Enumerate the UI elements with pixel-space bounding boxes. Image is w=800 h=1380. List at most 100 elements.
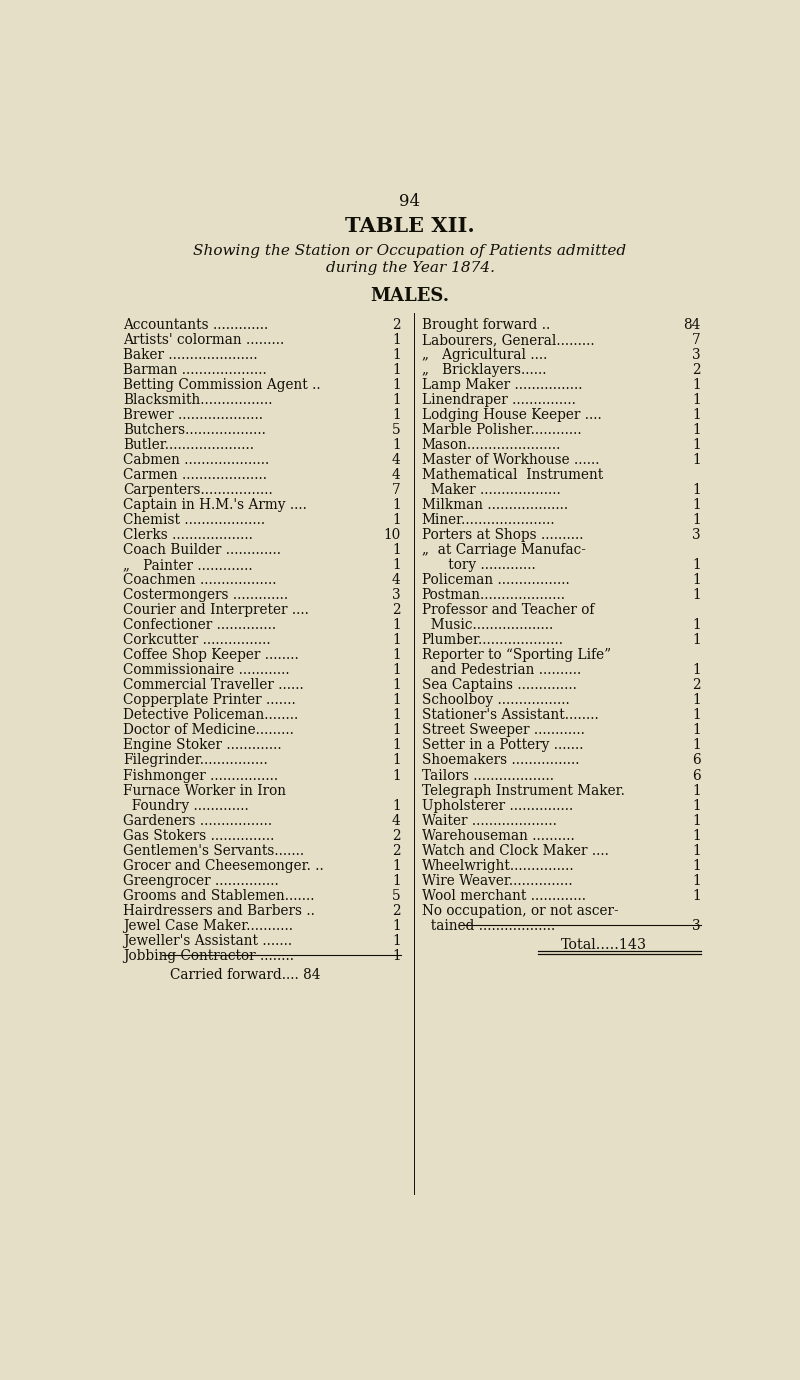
Text: Grocer and Cheesemonger. ..: Grocer and Cheesemonger. .. [123, 858, 324, 872]
Text: Gas Stokers ...............: Gas Stokers ............... [123, 828, 274, 843]
Text: 1: 1 [392, 799, 401, 813]
Text: 1: 1 [692, 708, 701, 723]
Text: 1: 1 [692, 378, 701, 392]
Text: 2: 2 [392, 843, 401, 857]
Text: 2: 2 [392, 904, 401, 918]
Text: 1: 1 [692, 693, 701, 708]
Text: Lodging House Keeper ....: Lodging House Keeper .... [422, 408, 602, 422]
Text: 1: 1 [692, 424, 701, 437]
Text: Schoolboy .................: Schoolboy ................. [422, 693, 570, 708]
Text: Captain in H.M.'s Army ....: Captain in H.M.'s Army .... [123, 498, 307, 512]
Text: 1: 1 [692, 393, 701, 407]
Text: 1: 1 [692, 513, 701, 527]
Text: Miner......................: Miner...................... [422, 513, 555, 527]
Text: Wheelwright...............: Wheelwright............... [422, 858, 574, 872]
Text: Copperplate Printer .......: Copperplate Printer ....... [123, 693, 296, 708]
Text: Doctor of Medicine.........: Doctor of Medicine......... [123, 723, 294, 737]
Text: 1: 1 [692, 618, 701, 632]
Text: Maker ...................: Maker ................... [422, 483, 560, 497]
Text: 1: 1 [392, 559, 401, 573]
Text: 1: 1 [692, 874, 701, 887]
Text: 1: 1 [392, 858, 401, 872]
Text: „   Painter .............: „ Painter ............. [123, 559, 253, 573]
Text: during the Year 1874.: during the Year 1874. [326, 261, 494, 275]
Text: 4: 4 [392, 814, 401, 828]
Text: Blacksmith.................: Blacksmith................. [123, 393, 273, 407]
Text: Linendraper ...............: Linendraper ............... [422, 393, 575, 407]
Text: Reporter to “Sporting Life”: Reporter to “Sporting Life” [422, 649, 610, 662]
Text: No occupation, or not ascer-: No occupation, or not ascer- [422, 904, 618, 918]
Text: 1: 1 [392, 513, 401, 527]
Text: „   Bricklayers......: „ Bricklayers...... [422, 363, 546, 377]
Text: Brewer ....................: Brewer .................... [123, 408, 263, 422]
Text: Setter in a Pottery .......: Setter in a Pottery ....... [422, 738, 583, 752]
Text: Mason......................: Mason...................... [422, 439, 561, 453]
Text: Jewel Case Maker...........: Jewel Case Maker........... [123, 919, 294, 933]
Text: Milkman ...................: Milkman ................... [422, 498, 568, 512]
Text: 1: 1 [692, 889, 701, 903]
Text: Artists' colorman .........: Artists' colorman ......... [123, 333, 285, 348]
Text: Filegrinder................: Filegrinder................ [123, 753, 268, 767]
Text: Carried forward.... 84: Carried forward.... 84 [170, 967, 320, 981]
Text: Upholsterer ...............: Upholsterer ............... [422, 799, 573, 813]
Text: 1: 1 [392, 439, 401, 453]
Text: Betting Commission Agent ..: Betting Commission Agent .. [123, 378, 321, 392]
Text: Porters at Shops ..........: Porters at Shops .......... [422, 529, 583, 542]
Text: Jobbing Contractor ........: Jobbing Contractor ........ [123, 948, 294, 963]
Text: MALES.: MALES. [370, 287, 450, 305]
Text: 1: 1 [692, 843, 701, 857]
Text: Coach Builder .............: Coach Builder ............. [123, 544, 282, 558]
Text: 1: 1 [692, 439, 701, 453]
Text: Carmen ....................: Carmen .................... [123, 468, 267, 482]
Text: 4: 4 [392, 468, 401, 482]
Text: 1: 1 [392, 348, 401, 362]
Text: 1: 1 [392, 919, 401, 933]
Text: Costermongers .............: Costermongers ............. [123, 588, 288, 602]
Text: Accountants .............: Accountants ............. [123, 317, 269, 333]
Text: 1: 1 [692, 814, 701, 828]
Text: Butler.....................: Butler..................... [123, 439, 254, 453]
Text: Showing the Station or Occupation of Patients admitted: Showing the Station or Occupation of Pat… [194, 244, 626, 258]
Text: Gardeners .................: Gardeners ................. [123, 814, 272, 828]
Text: Shoemakers ................: Shoemakers ................ [422, 753, 579, 767]
Text: „  at Carriage Manufac-: „ at Carriage Manufac- [422, 544, 586, 558]
Text: Warehouseman ..........: Warehouseman .......... [422, 828, 574, 843]
Text: 1: 1 [392, 333, 401, 348]
Text: 1: 1 [392, 679, 401, 693]
Text: Confectioner ..............: Confectioner .............. [123, 618, 276, 632]
Text: Furnace Worker in Iron: Furnace Worker in Iron [123, 784, 286, 798]
Text: Fishmonger ................: Fishmonger ................ [123, 769, 278, 782]
Text: 1: 1 [692, 588, 701, 602]
Text: 4: 4 [392, 573, 401, 588]
Text: 3: 3 [692, 919, 701, 933]
Text: 6: 6 [692, 753, 701, 767]
Text: 94: 94 [399, 193, 421, 210]
Text: 1: 1 [392, 738, 401, 752]
Text: Labourers, General.........: Labourers, General......... [422, 333, 594, 348]
Text: Clerks ...................: Clerks ................... [123, 529, 258, 542]
Text: 1: 1 [392, 633, 401, 647]
Text: Stationer's Assistant........: Stationer's Assistant........ [422, 708, 598, 723]
Text: 1: 1 [692, 664, 701, 678]
Text: 1: 1 [392, 544, 401, 558]
Text: 1: 1 [392, 934, 401, 948]
Text: 3: 3 [392, 588, 401, 602]
Text: Commercial Traveller ......: Commercial Traveller ...... [123, 679, 304, 693]
Text: 1: 1 [392, 378, 401, 392]
Text: Watch and Clock Maker ....: Watch and Clock Maker .... [422, 843, 609, 857]
Text: 3: 3 [692, 348, 701, 362]
Text: 4: 4 [392, 453, 401, 468]
Text: Postman....................: Postman.................... [422, 588, 566, 602]
Text: Engine Stoker .............: Engine Stoker ............. [123, 738, 282, 752]
Text: Master of Workhouse ......: Master of Workhouse ...... [422, 453, 599, 468]
Text: 1: 1 [692, 633, 701, 647]
Text: 1: 1 [392, 408, 401, 422]
Text: TABLE XII.: TABLE XII. [345, 215, 475, 236]
Text: 1: 1 [392, 664, 401, 678]
Text: Tailors ...................: Tailors ................... [422, 769, 554, 782]
Text: „   Agricultural ....: „ Agricultural .... [422, 348, 547, 362]
Text: 10: 10 [383, 529, 401, 542]
Text: Detective Policeman........: Detective Policeman........ [123, 708, 298, 723]
Text: 1: 1 [392, 498, 401, 512]
Text: 1: 1 [692, 828, 701, 843]
